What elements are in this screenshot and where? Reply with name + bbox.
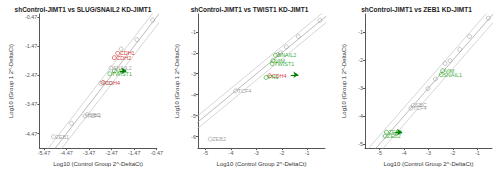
svg-text:SNAIL2: SNAIL2 [277, 52, 297, 59]
svg-text:-3: -3 [358, 85, 363, 91]
svg-text:-0.47: -0.47 [25, 14, 38, 20]
svg-text:-3: -3 [254, 150, 259, 156]
svg-text:FN1: FN1 [268, 74, 278, 80]
svg-text:-4: -4 [229, 150, 234, 156]
svg-text:shControl-JIMT1 vs SLUG/SNAIL2: shControl-JIMT1 vs SLUG/SNAIL2 KD-JIMT1 [15, 6, 152, 13]
svg-text:-1: -1 [305, 150, 310, 156]
svg-text:Log10 (Control Group 2^-DeltaC: Log10 (Control Group 2^-DeltaCt) [217, 161, 307, 167]
svg-text:-2.47: -2.47 [105, 150, 118, 156]
svg-text:-5: -5 [377, 150, 382, 156]
svg-text:-0.47: -0.47 [150, 150, 163, 156]
svg-text:-4: -4 [358, 113, 363, 119]
svg-text:-3: -3 [426, 150, 431, 156]
svg-text:-1: -1 [191, 29, 196, 35]
svg-text:ZEB2: ZEB2 [212, 136, 226, 142]
svg-text:-1: -1 [475, 150, 480, 156]
svg-text:shControl-JIMT1 vs ZEB1 KD-JIM: shControl-JIMT1 vs ZEB1 KD-JIMT1 [361, 6, 472, 13]
svg-text:Log10 (Group 1 2^-DeltaCt): Log10 (Group 1 2^-DeltaCt) [341, 44, 347, 118]
svg-text:-5: -5 [358, 141, 363, 147]
svg-text:-6: -6 [191, 134, 196, 140]
svg-text:TCF4: TCF4 [87, 113, 101, 119]
svg-text:-1.47: -1.47 [128, 150, 141, 156]
svg-text:SNAIL1: SNAIL1 [443, 72, 462, 78]
svg-text:-4: -4 [402, 150, 407, 156]
svg-text:-2: -2 [450, 150, 455, 156]
svg-text:-5: -5 [191, 113, 196, 119]
svg-text:Log10 (Control Group 2^-DeltaC: Log10 (Control Group 2^-DeltaCt) [53, 161, 143, 167]
svg-text:Log10 (Group 1 2^-DeltaCt): Log10 (Group 1 2^-DeltaCt) [174, 44, 180, 118]
svg-text:-4: -4 [191, 92, 196, 98]
svg-text:-3.47: -3.47 [83, 150, 96, 156]
svg-text:TCF4: TCF4 [238, 88, 252, 94]
svg-text:FN1: FN1 [103, 80, 113, 86]
svg-text:-5: -5 [203, 150, 208, 156]
svg-text:ZEB1: ZEB1 [55, 134, 69, 140]
svg-text:CDH4: CDH4 [271, 72, 287, 79]
svg-text:-3: -3 [191, 71, 196, 77]
svg-text:-4.47: -4.47 [60, 150, 73, 156]
svg-text:Log10 (Group 1 2^-DeltaCt): Log10 (Group 1 2^-DeltaCt) [8, 44, 14, 118]
svg-text:-2: -2 [279, 150, 284, 156]
svg-text:CDH1: CDH1 [119, 50, 135, 57]
svg-text:TWIST1: TWIST1 [111, 70, 132, 77]
svg-text:shControl-JIMT1 vs TWIST1 KD-J: shControl-JIMT1 vs TWIST1 KD-JIMT1 [191, 6, 309, 13]
svg-text:-1.47: -1.47 [25, 43, 38, 49]
svg-text:-4.47: -4.47 [25, 131, 38, 137]
svg-text:-2.47: -2.47 [25, 72, 38, 78]
svg-text:ZEB2: ZEB2 [387, 133, 401, 140]
svg-text:-2: -2 [191, 50, 196, 56]
svg-text:TWIST1: TWIST1 [274, 61, 294, 67]
svg-text:CDH2: CDH2 [116, 55, 131, 61]
svg-text:-3.47: -3.47 [25, 101, 38, 107]
svg-text:TCF4: TCF4 [413, 105, 427, 111]
svg-text:-1: -1 [358, 29, 363, 35]
svg-text:-2: -2 [358, 57, 363, 63]
svg-text:Log10 (Control Group 2^-DeltaC: Log10 (Control Group 2^-DeltaCt) [384, 161, 474, 167]
svg-text:-5.47: -5.47 [38, 150, 51, 156]
